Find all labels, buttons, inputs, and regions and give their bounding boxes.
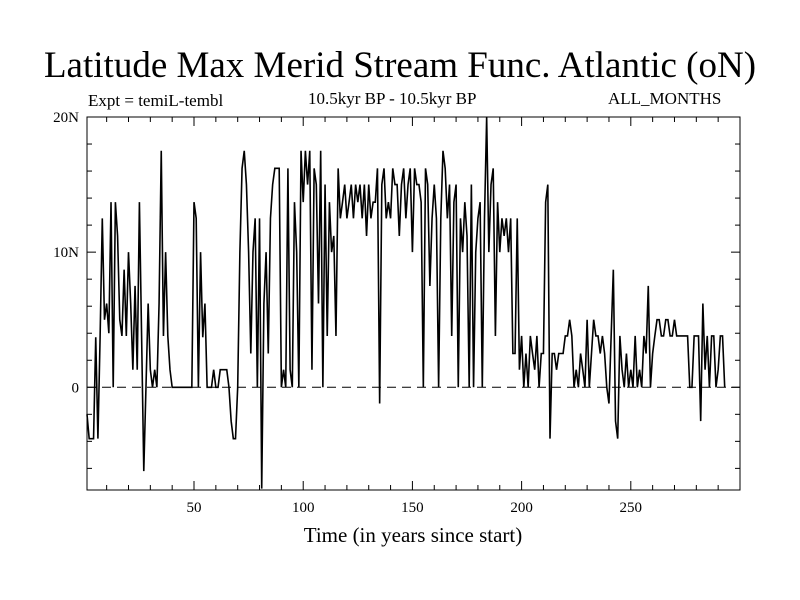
months-label: ALL_MONTHS bbox=[608, 89, 722, 108]
x-tick-label: 50 bbox=[187, 500, 202, 516]
y-tick-label: 0 bbox=[72, 380, 80, 396]
y-tick-label: 10N bbox=[53, 245, 79, 261]
tick-labels: 50 100 150 200 250 0 10N 20N bbox=[53, 110, 642, 516]
series-line bbox=[86, 116, 726, 489]
series-group bbox=[86, 116, 726, 489]
ticks bbox=[87, 116, 740, 490]
plot-frame bbox=[86, 116, 741, 491]
experiment-label: Expt = temiL-tembl bbox=[88, 91, 224, 110]
x-axis-label: Time (in years since start) bbox=[303, 523, 523, 547]
axes bbox=[86, 116, 741, 491]
period-label: 10.5kyr BP - 10.5kyr BP bbox=[308, 89, 477, 108]
x-tick-label: 100 bbox=[292, 500, 315, 516]
x-tick-label: 200 bbox=[510, 500, 533, 516]
x-tick-label: 150 bbox=[401, 500, 424, 516]
y-tick-label: 20N bbox=[53, 110, 79, 126]
chart-title: Latitude Max Merid Stream Func. Atlantic… bbox=[43, 45, 757, 86]
x-tick-label: 250 bbox=[620, 500, 643, 516]
